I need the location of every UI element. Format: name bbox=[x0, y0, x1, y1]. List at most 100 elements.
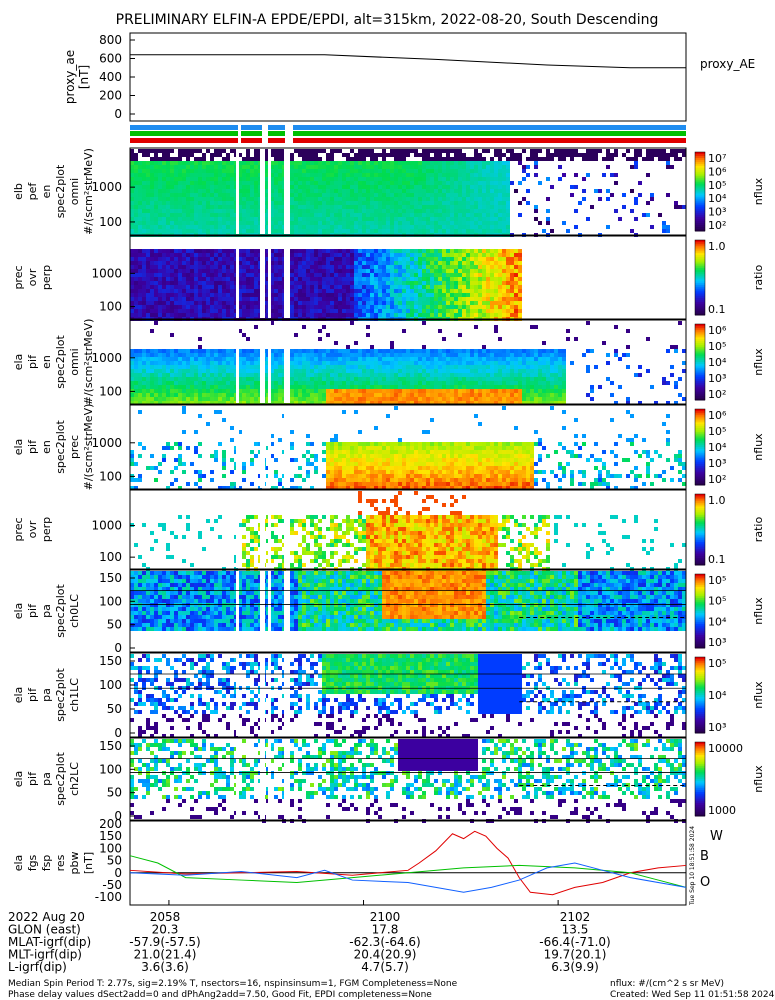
y-tick-label: 50 bbox=[107, 702, 122, 716]
colorbar-ela_prec_ovr_perp bbox=[694, 493, 706, 566]
y-axis-label: ela bbox=[12, 603, 25, 620]
y-axis-label: ela bbox=[12, 439, 25, 456]
y-axis-label: #/(scm²strMeV) bbox=[82, 148, 95, 235]
colorbar-tick: 10⁵ bbox=[708, 595, 726, 608]
y-tick-label: 100 bbox=[99, 469, 122, 483]
legend-O: O bbox=[700, 875, 710, 890]
y-axis-label: spec2plot bbox=[54, 668, 67, 722]
y-axis-label: proxy_ae bbox=[63, 50, 77, 104]
spectrogram-elb-ratio bbox=[129, 235, 687, 321]
y-axis-label: en bbox=[40, 440, 53, 454]
x-axis-row-value: -57.9(-57.5) bbox=[129, 935, 200, 949]
y-tick-label: 0 bbox=[114, 641, 122, 655]
y-tick-label: 1000 bbox=[91, 180, 122, 194]
colorbar-label: nflux bbox=[752, 348, 765, 376]
x-axis-row-value: 6.3(9.9) bbox=[551, 960, 599, 974]
y-axis-label: en bbox=[40, 185, 53, 199]
colorbar-tick: 10³ bbox=[708, 372, 726, 385]
y-axis-label: perp bbox=[40, 265, 53, 290]
y-axis-label: spec2plot bbox=[54, 584, 67, 638]
colorbar-ela_pif_pa_spec2plot_ch0LC bbox=[694, 573, 706, 649]
colorbar-tick: 10⁶ bbox=[708, 409, 727, 422]
proxy-ae-line bbox=[130, 54, 686, 69]
x-axis-row-value: 2058 bbox=[150, 910, 181, 924]
x-axis-row-value: 4.7(5.7) bbox=[361, 960, 409, 974]
side-timestamp: Tue Sep 10 18:51:58 2024 bbox=[689, 826, 696, 906]
y-axis-label: #/(scm²strMeV) bbox=[82, 404, 95, 491]
y-tick-label: 1000 bbox=[91, 351, 122, 365]
y-axis-label: ela bbox=[12, 855, 25, 872]
colorbar-tick: 10⁵ bbox=[708, 179, 726, 192]
y-tick-label: 100 bbox=[99, 550, 122, 564]
y-axis-label: pa bbox=[40, 604, 53, 618]
colorbar-tick: 10000 bbox=[708, 742, 743, 755]
y-tick-label: 100 bbox=[99, 215, 122, 229]
colorbar-ela_pif_pa_spec2plot_ch1LC bbox=[694, 656, 706, 734]
colorbar-tick: 10⁴ bbox=[708, 689, 727, 702]
y-axis-label: pa bbox=[40, 772, 53, 786]
y-axis-label: pif bbox=[26, 603, 39, 618]
y-axis-label: #/(scm²strMeV) bbox=[82, 319, 95, 406]
colorbar-ela_pif_en_spec2plot_omni bbox=[694, 323, 706, 401]
colorbar-tick: 10⁵ bbox=[708, 657, 726, 670]
y-axis-label: prec bbox=[12, 517, 25, 541]
y-axis-label: prec bbox=[68, 435, 81, 459]
y-axis-label: spec2plot bbox=[54, 164, 67, 218]
proxy-ae-frame bbox=[129, 32, 687, 122]
status-bar-blue bbox=[130, 125, 686, 130]
y-tick-label: 100 bbox=[99, 678, 122, 692]
colorbar-tick: 10³ bbox=[708, 457, 726, 470]
x-axis-row-value: 17.8 bbox=[372, 923, 399, 937]
y-axis-label: ch2LC bbox=[68, 762, 81, 796]
colorbar-tick: 10² bbox=[708, 388, 726, 401]
y-tick-label: -100 bbox=[95, 890, 122, 904]
x-axis-row-value: 20.4(20.9) bbox=[354, 948, 417, 962]
y-tick-label: 50 bbox=[107, 854, 122, 868]
y-axis-label: fgs bbox=[26, 854, 39, 871]
y-tick-label: 50 bbox=[107, 618, 122, 632]
fgs-line-W bbox=[129, 830, 687, 896]
colorbar-elb_pef_en_spec2plot_omni bbox=[694, 151, 706, 232]
colorbar-tick: 1000 bbox=[708, 804, 736, 817]
colorbar-tick: 10² bbox=[708, 473, 726, 486]
colorbar-label: nflux bbox=[752, 597, 765, 625]
y-axis-label: pif bbox=[26, 354, 39, 369]
legend-B: B bbox=[700, 849, 709, 864]
x-axis-row-value: 19.7(20.1) bbox=[544, 948, 607, 962]
y-axis-label: ela bbox=[12, 687, 25, 704]
y-axis-label: perp bbox=[40, 517, 53, 542]
footer-line-1: Median Spin Period T: 2.77s, sig=2.19% T… bbox=[8, 979, 458, 989]
colorbar-tick: 1.0 bbox=[708, 240, 726, 253]
y-axis-label: pbw bbox=[68, 852, 81, 875]
footer-created: Created: Wed Sep 11 01:51:58 2024 bbox=[610, 990, 775, 1000]
y-tick-label: 0 bbox=[114, 809, 122, 823]
colorbar-tick: 10⁶ bbox=[708, 324, 727, 337]
colorbar-elb_prec_ovr_perp bbox=[694, 239, 706, 316]
colorbar-tick: 1.0 bbox=[708, 494, 726, 507]
y-axis-label: pif bbox=[26, 771, 39, 786]
x-axis-row-label: MLAT-igrf(dip) bbox=[8, 935, 91, 949]
spectrogram-elb-omni bbox=[129, 147, 687, 237]
y-tick-label: 400 bbox=[99, 70, 122, 84]
x-axis-row-value: 21.0(21.4) bbox=[134, 948, 197, 962]
y-axis-label: [nT] bbox=[82, 852, 95, 874]
colorbar-tick: 10⁴ bbox=[708, 356, 727, 369]
y-axis-unit: [nT] bbox=[77, 65, 91, 89]
x-axis-row-value: 2100 bbox=[370, 910, 401, 924]
y-tick-label: -50 bbox=[102, 878, 122, 892]
colorbar-tick: 10⁶ bbox=[708, 165, 727, 178]
y-axis-label: omni bbox=[68, 348, 81, 375]
y-axis-label: spec2plot bbox=[54, 420, 67, 474]
colorbar-tick: 10³ bbox=[708, 636, 726, 649]
x-axis-row-value: 3.6(3.6) bbox=[141, 960, 189, 974]
colorbar-tick: 10⁷ bbox=[708, 152, 726, 165]
colorbar-tick: 10³ bbox=[708, 721, 726, 734]
spectrogram-ch2lc bbox=[129, 737, 687, 823]
y-tick-label: 1000 bbox=[91, 519, 122, 533]
x-axis-row-value: 13.5 bbox=[562, 923, 589, 937]
y-tick-label: 0 bbox=[114, 726, 122, 740]
y-tick-label: 150 bbox=[99, 739, 122, 753]
y-axis-label: ovr bbox=[26, 520, 39, 538]
y-tick-label: 200 bbox=[99, 817, 122, 831]
